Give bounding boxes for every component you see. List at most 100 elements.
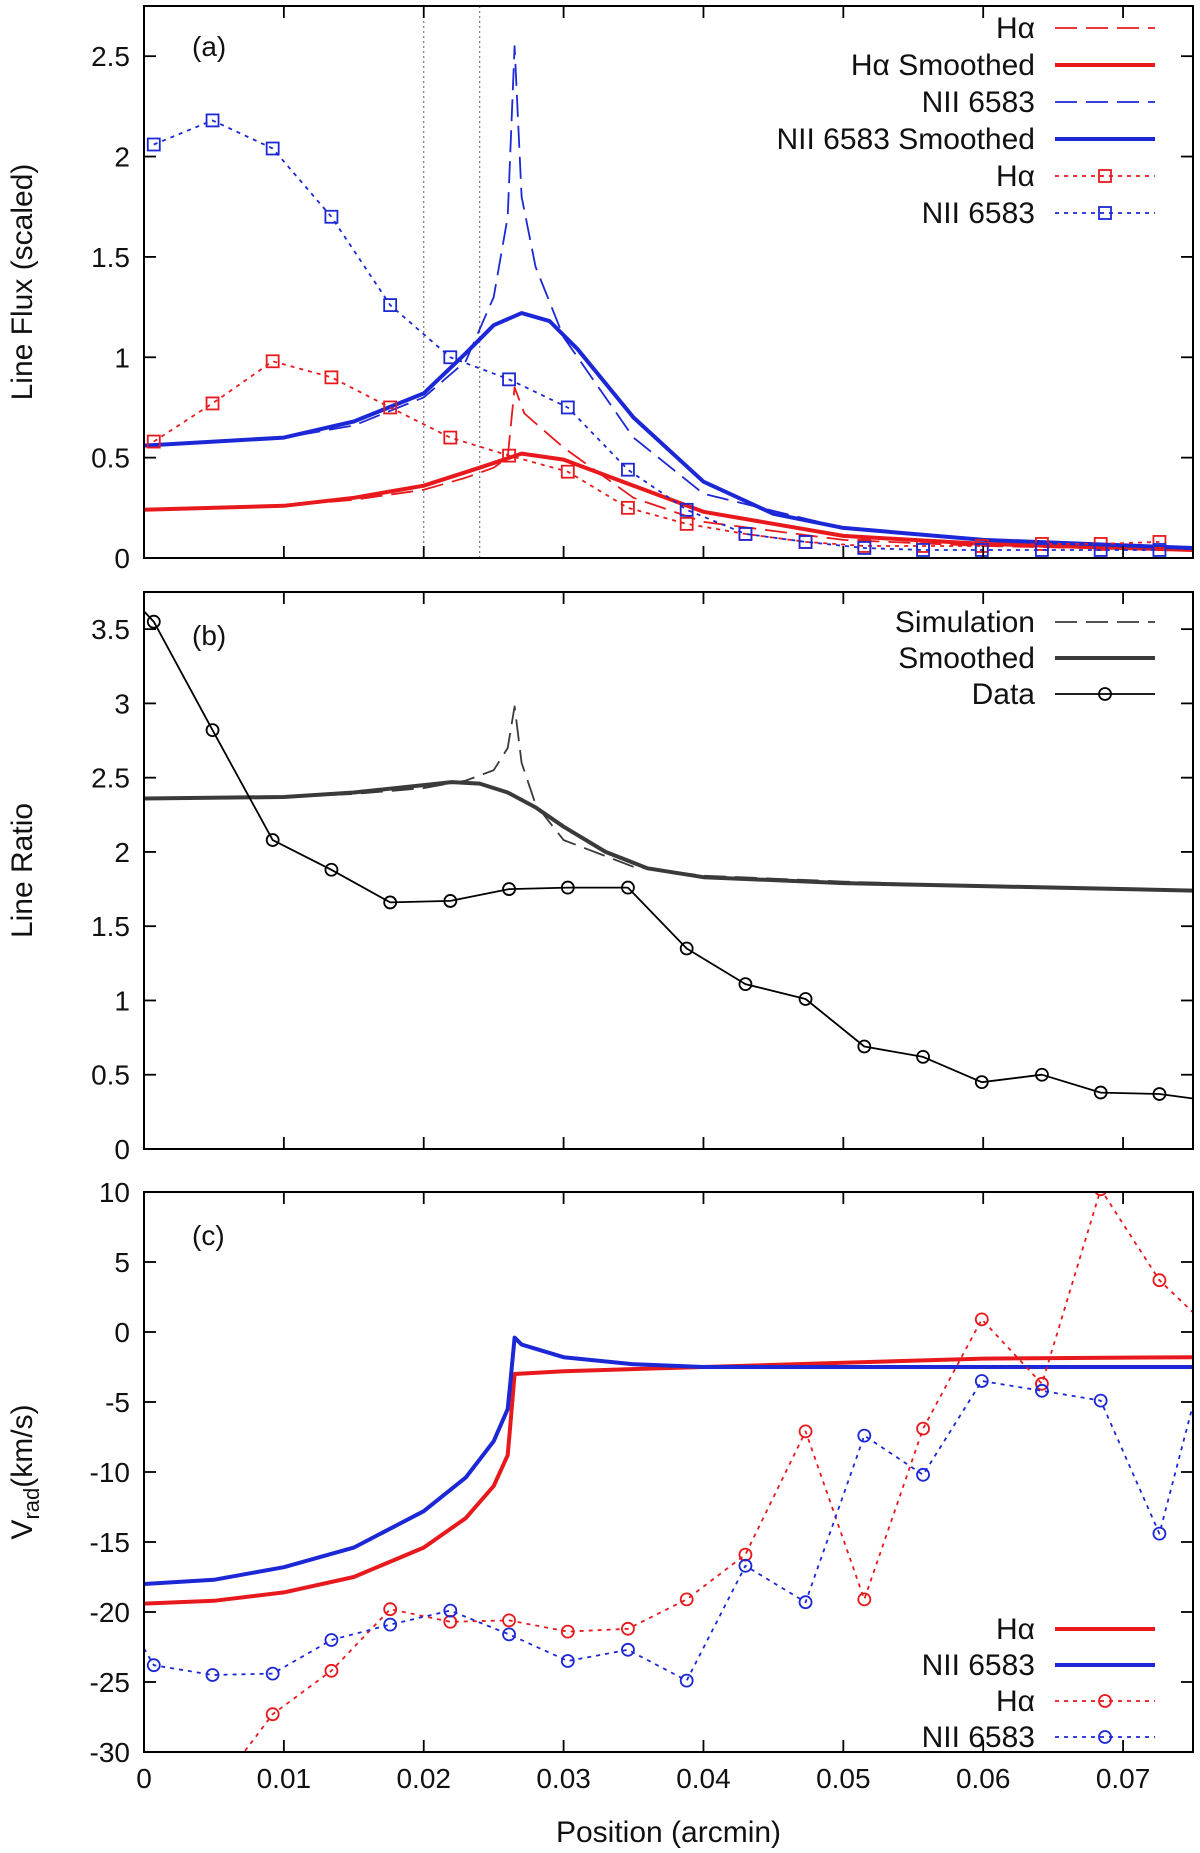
panel-b-tag: (b) <box>192 620 226 651</box>
panel-a-series-3-line <box>144 311 1193 550</box>
panel-a-series <box>144 45 1193 557</box>
panel-a-series-4-point <box>324 370 339 385</box>
panel-c-series-3-point <box>738 1558 753 1573</box>
panel-a-ytick-label: 0.5 <box>91 443 130 474</box>
panel-b-series-2-point <box>502 882 516 896</box>
panel-c-series-2-point <box>560 1624 575 1639</box>
panel-a-series-0-line <box>144 386 1193 551</box>
panel-c-series-3-point <box>974 1374 989 1388</box>
panel-a-y-ticks: 0 0.5 1 1.5 2 2.5 <box>91 6 1193 574</box>
panel-a-series-5-point <box>1093 543 1108 557</box>
panel-a-ytick-label: 1 <box>114 342 130 373</box>
panel-a-legend-label-3: NII 6583 Smoothed <box>776 123 1035 156</box>
panel-c-ytick-label: -5 <box>105 1387 130 1418</box>
x-tick-label: 0.05 <box>816 1763 871 1794</box>
panel-a-ytick-label: 1.5 <box>91 242 130 273</box>
panel-a-legend-label-2: NII 6583 <box>922 86 1035 119</box>
panel-c-legend-marker-3 <box>1098 1730 1112 1744</box>
panel-c-series-3-point <box>1035 1383 1049 1398</box>
panel-b-series-2-point <box>1152 1087 1167 1101</box>
panel-a-series-5-point <box>679 502 694 517</box>
panel-b-series-0-line <box>144 705 1193 892</box>
panel-a-series-4-point <box>679 516 694 531</box>
panel-a-series-5-point <box>560 400 575 415</box>
panel-b-series <box>144 610 1193 1101</box>
panel-c-y-axis-label: Vrad(km/s) <box>6 1404 44 1539</box>
panel-a-series-4-point <box>205 396 220 411</box>
panel-a-series-5-point <box>383 298 398 312</box>
panel-c-tag: (c) <box>192 1220 225 1251</box>
panel-c-series-2-point <box>621 1621 635 1636</box>
panel-c-series-3-point <box>857 1428 872 1443</box>
panel-a-ytick-label: 0 <box>114 543 130 574</box>
panel-a-series-5-point <box>1152 543 1167 557</box>
panel-a-series-4-point <box>265 354 280 369</box>
panel-c-y-axis-label-sub: rad <box>19 1488 44 1520</box>
panel-a-series-5-line <box>153 119 1160 551</box>
panel-b-series-2-point <box>738 977 753 992</box>
panel-a-series-4-line <box>153 360 1160 547</box>
panel-b-series-2-point <box>443 894 458 908</box>
panel-c-series-3-point <box>1093 1393 1108 1408</box>
panel-c-legend-marker-2 <box>1098 1694 1112 1708</box>
panel-b-series-2-point <box>265 833 280 847</box>
panel-b-series-2-point <box>324 862 339 877</box>
panel-b-series-2-point <box>916 1050 930 1064</box>
panel-c-series-2-line <box>243 1192 1193 1752</box>
panel-a-legend-marker-4 <box>1098 169 1112 183</box>
panel-c-series-3-point <box>205 1668 220 1682</box>
panel-c-series-0-line <box>144 1355 1193 1606</box>
x-tick-label: 0 <box>136 1763 152 1794</box>
panel-c-series-3-point <box>798 1595 813 1610</box>
panel-a-legend: Hα Hα Smoothed NII 6583 NII 6583 Smoothed Hα… <box>776 12 1155 230</box>
panel-c-y-axis-label-unit: (km/s) <box>6 1404 39 1487</box>
panel-c-series-3-line <box>144 1380 1193 1682</box>
panel-c-frame <box>143 1191 1194 1753</box>
panel-a-legend-marker-5 <box>1098 206 1112 220</box>
panel-b-series-2-point <box>1093 1085 1108 1100</box>
panel-b-series-2-point <box>560 880 575 895</box>
panel-c-series-2-point <box>974 1312 989 1327</box>
panel-a-tag: (a) <box>192 31 226 62</box>
panel-c-series-3-point <box>916 1467 930 1482</box>
x-tick-label: 0.06 <box>956 1763 1011 1794</box>
panel-a-series-4-point <box>621 500 635 515</box>
panel-c-series-2-point <box>798 1424 813 1439</box>
panel-a-ytick-label: 2.5 <box>91 41 130 72</box>
panel-c-series-2-point <box>1094 1192 1107 1197</box>
x-tick-label: 0.03 <box>536 1763 591 1794</box>
panel-b-series-2-point <box>679 941 694 956</box>
x-tick-label: 0.04 <box>676 1763 731 1794</box>
panel-c-ytick-label: -30 <box>90 1737 130 1768</box>
panel-c-series-2-point <box>383 1602 398 1617</box>
panel-a: 00.511.522.5 (a) Line Flux (scaled) HαHα… <box>6 5 1194 574</box>
panel-c-ytick-label: 0 <box>114 1317 130 1348</box>
panel-c-series-2-point <box>1035 1376 1049 1391</box>
panel-c-series-2-point <box>502 1613 516 1628</box>
panel-c-series-3-point <box>383 1617 398 1632</box>
panel-b-series-2-point <box>383 895 398 910</box>
panel-a-series-5-point <box>621 462 635 477</box>
panel-c-series-3-point <box>324 1633 339 1647</box>
panel-b-series-2-point <box>146 614 161 629</box>
panel-a-series-5-point <box>798 535 813 549</box>
panel-a-series-5-point <box>324 209 339 224</box>
panel-a-series-4-point <box>560 464 575 479</box>
panel-b-ytick-label: 0.5 <box>91 1060 130 1091</box>
panel-c-series <box>144 1192 1193 1752</box>
panel-b-series-2-line <box>144 610 1193 1100</box>
panel-a-legend-label-1: Hα Smoothed <box>851 49 1035 82</box>
panel-a-y-axis-label: Line Flux (scaled) <box>6 164 39 401</box>
panel-c-series-3-point <box>146 1658 161 1673</box>
panel-a-series-4-point <box>443 430 458 445</box>
panel-b-series-2-point <box>798 992 813 1006</box>
panel-b-ytick-label: 1 <box>114 985 130 1016</box>
panel-c-series-3-point <box>265 1666 280 1681</box>
panel-c-series-3-point <box>502 1627 516 1642</box>
panel-c-series-2-point <box>916 1421 930 1436</box>
panel-b-ytick-label: 3.5 <box>91 614 130 645</box>
panel-a-series-5-point <box>146 137 161 152</box>
